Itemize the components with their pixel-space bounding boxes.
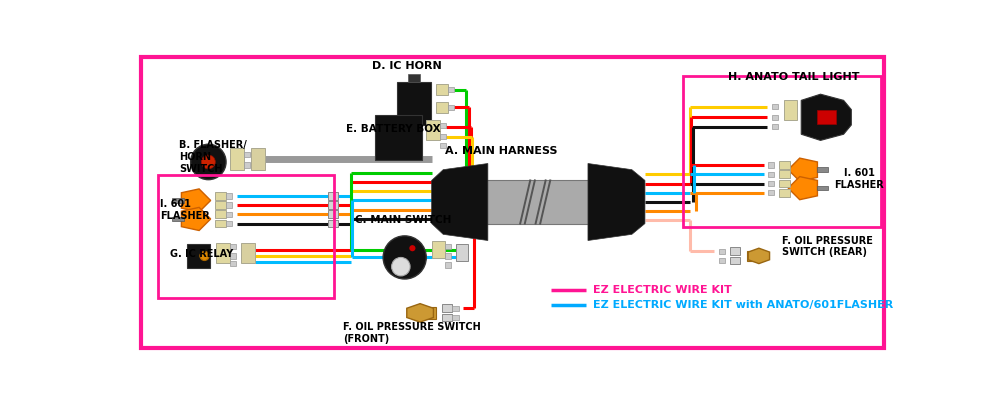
Polygon shape: [788, 176, 817, 200]
Text: B. FLASHER/
HORN
SWITCH: B. FLASHER/ HORN SWITCH: [179, 140, 247, 174]
Polygon shape: [181, 189, 211, 212]
Bar: [817, 167, 828, 172]
Bar: [426, 120, 440, 140]
Bar: [251, 148, 265, 170]
Text: EZ ELECTRIC WIRE KIT: EZ ELECTRIC WIRE KIT: [593, 285, 732, 295]
Bar: [442, 304, 452, 312]
Bar: [768, 172, 774, 177]
Bar: [683, 76, 881, 227]
Bar: [158, 175, 334, 298]
Circle shape: [383, 236, 426, 279]
Bar: [328, 220, 338, 228]
Bar: [215, 201, 226, 209]
Bar: [172, 217, 184, 221]
Text: H. ANATO TAIL LIGHT: H. ANATO TAIL LIGHT: [728, 72, 859, 82]
Bar: [215, 210, 226, 218]
Bar: [216, 243, 230, 263]
Bar: [241, 243, 255, 263]
Bar: [432, 241, 445, 258]
Bar: [768, 162, 774, 168]
Bar: [768, 181, 774, 186]
Bar: [244, 152, 250, 157]
Bar: [445, 253, 451, 258]
Bar: [436, 102, 448, 113]
Polygon shape: [588, 164, 645, 240]
Bar: [215, 192, 226, 200]
Text: G. IC RELAY: G. IC RELAY: [170, 249, 233, 259]
Bar: [440, 123, 446, 128]
Bar: [730, 257, 740, 264]
Bar: [779, 170, 790, 178]
Circle shape: [392, 258, 410, 276]
Bar: [230, 261, 236, 266]
Bar: [230, 253, 236, 258]
Bar: [445, 244, 451, 249]
Bar: [397, 82, 431, 125]
Bar: [445, 262, 451, 268]
Circle shape: [200, 251, 209, 260]
Bar: [226, 212, 232, 217]
Bar: [440, 134, 446, 139]
Bar: [328, 210, 338, 218]
Bar: [448, 104, 454, 110]
Circle shape: [201, 155, 215, 169]
Bar: [779, 189, 790, 197]
Bar: [486, 180, 632, 224]
Bar: [719, 258, 725, 263]
Bar: [730, 248, 740, 255]
Bar: [442, 314, 452, 321]
Bar: [768, 190, 774, 196]
Text: A. MAIN HARNESS: A. MAIN HARNESS: [445, 146, 557, 156]
Bar: [456, 244, 468, 261]
Bar: [440, 143, 446, 148]
Bar: [747, 250, 760, 261]
Text: I. 601
FLASHER: I. 601 FLASHER: [160, 199, 210, 220]
Bar: [226, 202, 232, 208]
Bar: [187, 244, 210, 268]
Bar: [779, 180, 790, 187]
Bar: [230, 244, 236, 249]
Bar: [172, 198, 184, 203]
Bar: [772, 124, 778, 129]
Bar: [375, 115, 422, 160]
Polygon shape: [748, 248, 770, 264]
Bar: [230, 148, 244, 170]
Text: EZ ELECTRIC WIRE KIT with ANATO/601FLASHER: EZ ELECTRIC WIRE KIT with ANATO/601FLASH…: [593, 300, 894, 310]
Text: F. OIL PRESSURE SWITCH
(FRONT): F. OIL PRESSURE SWITCH (FRONT): [343, 322, 481, 344]
Bar: [448, 87, 454, 92]
Bar: [328, 201, 338, 209]
Bar: [452, 306, 459, 311]
Polygon shape: [181, 207, 211, 230]
Text: F. OIL PRESSURE
SWITCH (REAR): F. OIL PRESSURE SWITCH (REAR): [782, 236, 873, 258]
Bar: [452, 315, 459, 320]
Polygon shape: [407, 304, 433, 322]
Bar: [244, 162, 250, 168]
Text: I. 601
FLASHER: I. 601 FLASHER: [834, 168, 884, 190]
Polygon shape: [801, 94, 851, 140]
Text: E. BATTERY BOX: E. BATTERY BOX: [346, 124, 441, 134]
Text: C. MAIN SWITCH: C. MAIN SWITCH: [355, 215, 451, 225]
Circle shape: [191, 144, 226, 180]
Bar: [772, 104, 778, 109]
Bar: [817, 110, 836, 124]
Bar: [779, 161, 790, 169]
Text: D. IC HORN: D. IC HORN: [372, 61, 441, 71]
Bar: [784, 100, 797, 120]
Bar: [416, 307, 436, 319]
Bar: [328, 192, 338, 200]
Bar: [226, 193, 232, 198]
Bar: [215, 220, 226, 228]
Bar: [226, 221, 232, 226]
Bar: [719, 248, 725, 254]
Polygon shape: [788, 158, 817, 181]
Bar: [408, 74, 420, 82]
Bar: [436, 84, 448, 95]
Bar: [772, 115, 778, 120]
Circle shape: [409, 245, 415, 251]
Bar: [817, 186, 828, 190]
Polygon shape: [432, 164, 488, 240]
